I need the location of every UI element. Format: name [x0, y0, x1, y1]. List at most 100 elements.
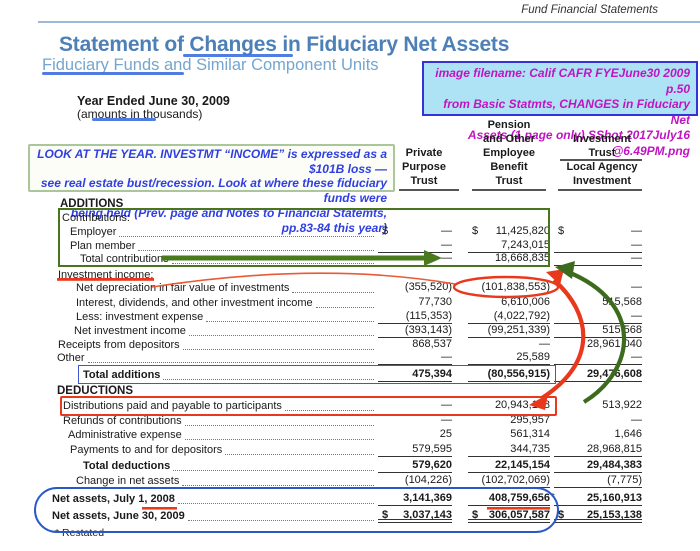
dot-leader [184, 439, 374, 440]
restated-footnote: * Restated [55, 527, 105, 539]
value-cell-col3: 515,568 [602, 296, 642, 308]
dot-leader [225, 454, 374, 455]
distributions-row: Distributions paid and payable to partic… [63, 399, 642, 412]
value-cell-col3: $25,153,138 [554, 509, 642, 523]
col1-header: Private [405, 147, 443, 159]
value-cell-col3: — [554, 351, 642, 365]
value-cell-col2: (4,022,792) [468, 310, 550, 324]
col3-header-rule [560, 159, 642, 161]
value-cell-col2: 561,314 [510, 428, 550, 440]
col3-header-rule [558, 189, 642, 191]
value-cell-col1: 25 [439, 428, 452, 440]
total-additions-row: Total additions 475,394 (80,556,915) 29,… [83, 368, 642, 382]
col2-header: and Other [483, 133, 535, 145]
value-cell-col1: (115,353) [378, 310, 452, 324]
value-cell-col1: $ — [382, 225, 452, 237]
value-cell-col2: (101,838,553) [481, 281, 551, 293]
table-row: Total contributions — 18,668,835 — [80, 252, 642, 266]
value-cell-col3: 28,968,815 [554, 443, 642, 457]
table-row: Other — 25,589 — [57, 351, 642, 365]
dot-leader [206, 321, 374, 322]
table-row: Contributions: [62, 212, 130, 224]
period-label: Year Ended June 30, 2009 [77, 94, 230, 108]
value-cell-col1: — [378, 252, 452, 266]
filename-annotation-box: image filename: Calif CAFR FYEJune30 200… [422, 61, 698, 158]
col1-header-rule [399, 189, 459, 191]
value-cell-col2: $11,425,820 [472, 225, 550, 237]
value-cell-col2: (99,251,339) [468, 324, 550, 338]
dot-leader [138, 250, 374, 251]
section-additions: ADDITIONS [60, 198, 124, 210]
dot-leader [284, 410, 374, 411]
running-header: Fund Financial Statements [521, 4, 658, 16]
value-cell-col3: 29,476,608 [554, 368, 642, 382]
value-cell-col1: 579,620 [378, 459, 452, 473]
table-row: Receipts from depositors 868,537 — 28,96… [58, 338, 642, 351]
value-cell-col2: 408,759,656 [468, 492, 550, 506]
value-cell-col2: 7,243,015 [468, 239, 550, 253]
value-cell-col2: 18,668,835 [468, 252, 550, 266]
dot-leader [182, 485, 374, 486]
net-assets-ending-row: Net assets, June 30, 2009 $3,037,143 $30… [52, 509, 642, 523]
table-row: Interest, dividends, and other investmen… [76, 296, 642, 309]
dot-leader [177, 503, 374, 504]
dot-leader [163, 379, 374, 380]
value-cell-col3: 28,961,040 [586, 338, 642, 350]
value-cell-col2: 344,735 [468, 443, 550, 457]
value-cell-col3: — [554, 239, 642, 253]
dot-leader [87, 362, 374, 363]
dot-leader [173, 470, 374, 471]
value-cell-col3: — [554, 252, 642, 266]
value-cell-col2: 25,589 [468, 351, 550, 365]
value-cell-col2: 6,610,006 [501, 296, 550, 308]
value-cell-col3: $ — [558, 225, 642, 237]
value-cell-col2: 20,943,148 [494, 399, 550, 411]
value-cell-col1: 579,595 [378, 443, 452, 457]
value-cell-col1: (355,520) [404, 281, 452, 293]
table-row: Net investment income (393,143) (99,251,… [74, 324, 642, 338]
col3-header: Investment [572, 133, 632, 145]
value-cell-col1: — [441, 399, 452, 411]
value-cell-col3: 513,922 [602, 399, 642, 411]
page-subtitle: Fiduciary Funds and Similar Component Un… [42, 56, 379, 74]
value-cell-col1: 3,141,369 [378, 492, 452, 506]
annotation-line: from Basic Statmts, CHANGES in Fiduciary… [443, 97, 690, 127]
annotation-line: LOOK AT THE YEAR. INVESTMT “INCOME” is e… [37, 147, 387, 176]
value-cell-col1: 475,394 [378, 368, 452, 382]
dot-leader [292, 292, 374, 293]
value-cell-col3: 515,568 [554, 324, 642, 338]
value-cell-col3: 29,484,383 [554, 459, 642, 473]
value-cell-col2: $306,057,587 [468, 509, 550, 523]
table-row: Less: investment expense (115,353) (4,02… [76, 310, 642, 324]
dot-leader [315, 307, 374, 308]
value-cell-col3: — [631, 414, 642, 426]
col2-header: Trust [495, 175, 523, 187]
units-note: (amounts in thousands) [77, 107, 203, 121]
value-cell-col2: 295,957 [510, 414, 550, 426]
table-row: Payments to and for depositors 579,595 3… [70, 443, 642, 457]
table-row: Plan member — 7,243,015 — [70, 239, 642, 253]
net-assets-beginning-row: Net assets, July 1, 2008 3,141,369 408,7… [52, 492, 642, 506]
dot-leader [171, 263, 374, 264]
col1-header: Trust [410, 175, 438, 187]
value-cell-col2: — [539, 338, 550, 350]
value-cell-col2: (102,702,069) [468, 474, 550, 488]
value-cell-col1: $3,037,143 [378, 509, 452, 523]
page-title: Statement of Changes in Fiduciary Net As… [59, 33, 510, 56]
col1-header: Purpose [401, 161, 446, 173]
section-deductions: DEDUCTIONS [57, 385, 134, 397]
col2-header-rule [472, 189, 546, 191]
table-row: Investment income: [58, 269, 154, 281]
value-cell-col1: 868,537 [412, 338, 452, 350]
dot-leader [182, 349, 374, 350]
col2-header: Benefit [490, 161, 528, 173]
table-row: Refunds of contributions — 295,957 — [63, 414, 642, 427]
col3-header: Investment [572, 175, 632, 187]
blue-marker-underline [92, 118, 156, 122]
col2-header: Employee [483, 147, 535, 159]
annotation-line: Assets (1 page only) SShot 2017July16 @6… [467, 128, 690, 158]
value-cell-col1: (104,226) [378, 474, 452, 488]
annotation-line: image filename: Calif CAFR FYEJune30 200… [435, 66, 690, 96]
value-cell-col2: (80,556,915) [468, 368, 550, 382]
